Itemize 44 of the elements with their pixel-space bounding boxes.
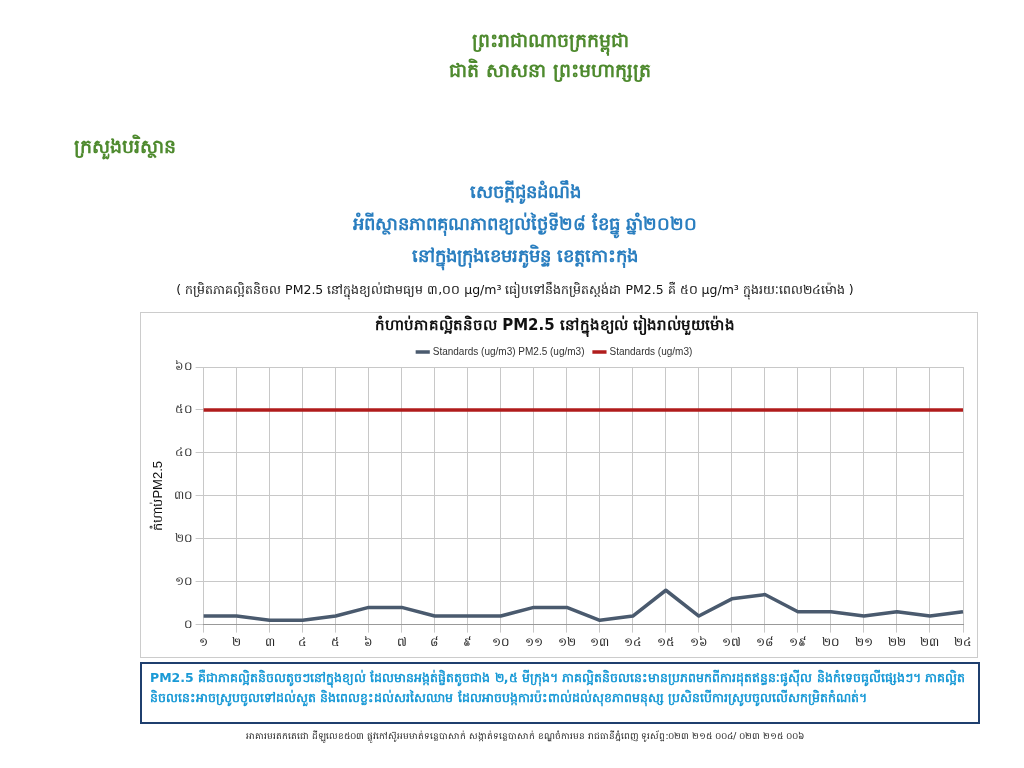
x-tick-label: ៩ <box>463 635 473 650</box>
text: ជាតិ សាសនា ព្រះមហាក្សត្រ <box>448 58 652 84</box>
x-tick-label: ១៩ <box>788 635 807 650</box>
x-tick-label: ២២ <box>887 635 906 650</box>
x-tick-label: ១១ <box>524 635 543 650</box>
x-tick-label: ៨ <box>430 635 440 650</box>
y-tick-label: ២០ <box>174 531 193 546</box>
x-tick-label: ២៣ <box>920 635 940 650</box>
x-tick-label: ១៧ <box>722 635 742 650</box>
y-axis-title: កំហាប់PM2.5 <box>149 461 166 531</box>
x-tick-label: ២១ <box>854 635 873 650</box>
text: ក្រសួងបរិស្ថាន <box>73 134 177 162</box>
y-tick-label: ០ <box>183 616 193 631</box>
x-tick-label: ១៣ <box>590 635 610 650</box>
x-tick-label: ១២ <box>557 635 576 650</box>
x-tick-label: ១៥ <box>656 635 675 650</box>
x-tick-label: ៧ <box>396 635 407 650</box>
text: នៅក្នុងក្រុងខេមរភូមិន្ទ ខេត្តកោះកុង <box>410 244 640 271</box>
legend-label: Standards (ug/m3) <box>609 345 693 357</box>
y-tick-label: ៤០ <box>174 445 193 460</box>
x-tick-label: ២ <box>232 635 242 650</box>
text: PM2.5 គឺជាភាគល្អិតនិចលតូចៗនៅក្នុងខ្យល់ ដែលមានអង្កត់ផ្ចិតតូចជាង ២,៥ មីក្រុង។ ភាគល្អិតនិចលនេះមានប្រភពមកពីការដុតឥន្ធនៈផូស៊ីល និងកំទេចធូលីផ្សេងៗ។ ភាគល្អិតនិចលនេះអាចស្រូបចូលទៅដល់សួត និងពេលខ្លះដល់សរសៃឈាម ដែលអាចបង្កការប៉ះពាល់ដល់សុខភាពមនុស្ស ប្រសិនបើការស្រូបចូលលើសកម្រិតកំណត់។ <box>140 662 980 724</box>
text: ព្រះរាជាណាចក្រកម្ពុជា <box>470 28 630 56</box>
chart-title: កំហាប់ភាគល្អិតនិចល PM2.5 នៅក្នុងខ្យល់ រៀងរាល់មួយម៉ោង <box>374 314 736 337</box>
x-tick-label: ១៨ <box>755 635 774 650</box>
x-tick-label: ៦ <box>364 635 374 650</box>
x-tick-label: ២៤ <box>954 635 972 650</box>
x-tick-label: ១៦ <box>689 635 708 650</box>
legend-label: Standards (ug/m3) PM2.5 (ug/m3) <box>432 345 585 357</box>
y-tick-label: ១០ <box>174 573 193 588</box>
x-tick-label: ៣ <box>264 635 275 650</box>
x-tick-label: ៥ <box>331 635 341 650</box>
x-tick-label: ៤ <box>298 635 308 650</box>
text: អំពីស្ថានភាពគុណភាពខ្យល់ថ្ងៃទី២៨ ខែធ្នូ ឆ្នាំ២០២០ <box>351 212 699 239</box>
x-tick-label: ១០ <box>491 635 510 650</box>
x-tick-label: ២០ <box>821 635 840 650</box>
text: អាគារមរតកតេជោ ដីឡូលេខ៥០៣ ផ្លូវកៅស៊ូអមមាត់ទន្លេបាសាក់ សង្កាត់ទន្លេបាសាក់ ខណ្ឌចំការមន រាជធានីភ្នំពេញ ទូរស័ព្ទ:០២៣ ២១៥ ០០៤/ ០២៣ ២១៥ ០០៦ <box>245 730 805 743</box>
x-tick-label: ១៤ <box>623 635 642 650</box>
x-tick-label: ១ <box>199 635 209 650</box>
text: សេចក្ដីជូនដំណឹង <box>468 180 582 206</box>
text: ( កម្រិតភាគល្អិតនិចល PM2.5 នៅក្នុងខ្យល់ជាមធ្យម ៣,០០ µg/m³ ធៀបទៅនឹងកម្រិតស្តង់ដា PM2.5 គឺ ៥០ µg/m³ ក្នុងរយៈពេល២៤ម៉ោង ) <box>175 282 855 300</box>
y-tick-label: ៦០ <box>174 359 193 374</box>
y-tick-label: ៥០ <box>174 402 193 417</box>
y-tick-label: ៣០ <box>173 488 193 503</box>
